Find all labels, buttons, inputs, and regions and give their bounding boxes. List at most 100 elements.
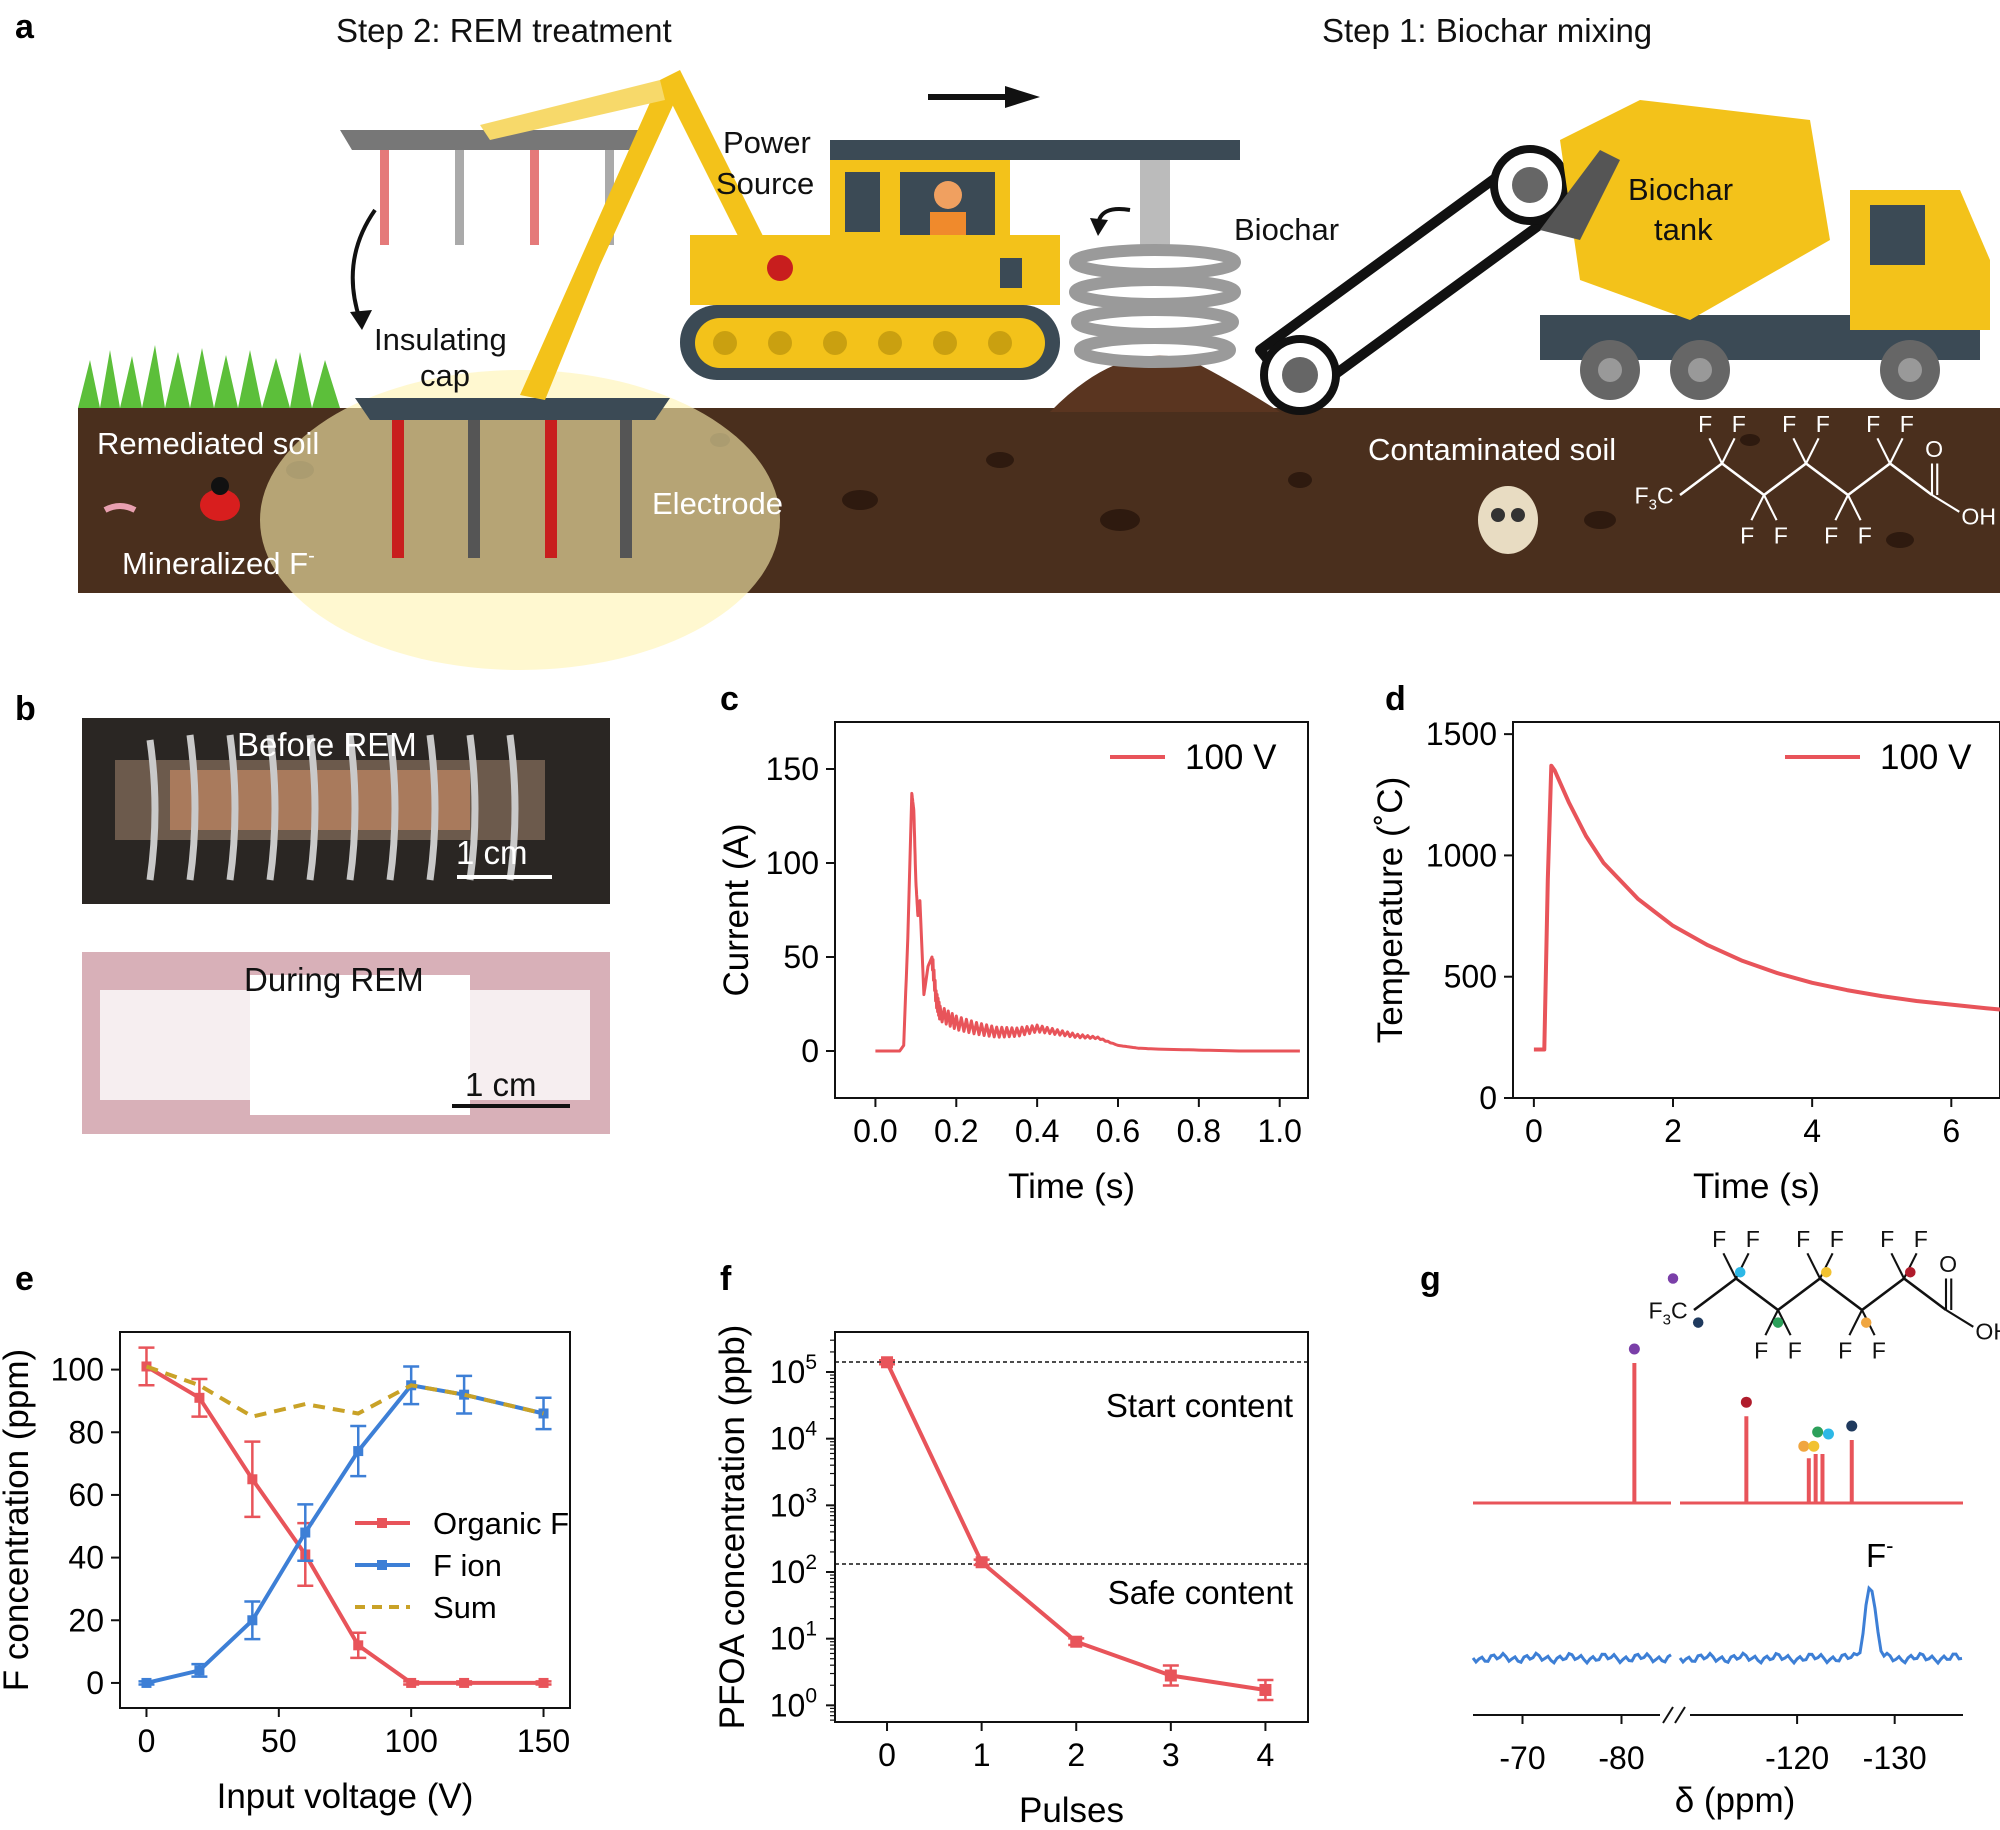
molecule-dot: [1667, 1273, 1679, 1284]
molecule-dot: [1692, 1317, 1704, 1328]
x-tick-label: 4: [1257, 1737, 1275, 1773]
x-axis-label: δ (ppm): [1675, 1781, 1796, 1820]
molecule-o: O: [1925, 436, 1943, 462]
grass: [78, 345, 340, 408]
legend-label-100v: 100 V: [1880, 738, 1972, 777]
axis-break: [1662, 1706, 1674, 1724]
x-tick-label: 3: [1162, 1737, 1180, 1773]
y-tick-label: 0: [801, 1033, 819, 1069]
molecule-f: F: [1782, 411, 1796, 437]
y-tick-label: 500: [1444, 959, 1497, 995]
molecule-bond: [1847, 494, 1862, 521]
x-tick-label: 0.8: [1177, 1113, 1221, 1149]
molecule-dot: [1734, 1266, 1746, 1278]
data-point: [141, 1677, 152, 1688]
peak-dot: [1822, 1428, 1834, 1440]
molecule-dot: [1772, 1317, 1784, 1328]
electrode-3: [545, 420, 557, 558]
x-tick-label: 0: [878, 1737, 896, 1773]
y-tick-label: 100: [51, 1352, 104, 1388]
x-tick-label: 100: [384, 1723, 437, 1759]
skull-icon: [1478, 486, 1538, 554]
data-point: [353, 1446, 364, 1457]
molecule-f: F: [1880, 1226, 1894, 1252]
soil-mound: [1050, 355, 1280, 412]
x-tick-label: 0.4: [1015, 1113, 1059, 1149]
molecule-f: F: [1712, 1226, 1726, 1252]
step1-label: Step 1: Biochar mixing: [1322, 12, 1652, 49]
panel-letter-g: g: [1420, 1260, 1441, 1298]
y-tick-label: 20: [68, 1602, 104, 1638]
x-tick-label: 0.0: [853, 1113, 897, 1149]
data-point: [459, 1389, 470, 1400]
x-tick-label: 2: [1067, 1737, 1085, 1773]
y-tick-label: 100: [766, 845, 819, 881]
biochar-tank: [1560, 100, 1830, 320]
mineralized-f-label: Mineralized F-: [122, 545, 315, 581]
chart-f-concentration: 0 50 100 150 0 20 40 60 80 100 Input voltage (V) F …: [0, 1331, 571, 1816]
x-tick-label: 2: [1664, 1113, 1682, 1149]
insulating-cap-line1: Insulating: [374, 322, 507, 357]
molecule-oh: OH: [1975, 1318, 2000, 1344]
panel-letter-a: a: [15, 8, 35, 46]
molecule-oh: OH: [1961, 503, 1996, 529]
molecule-f: F: [1858, 522, 1872, 548]
molecule-f: F: [1746, 1226, 1760, 1252]
plot-frame: [1512, 721, 2000, 1099]
scale-bottom-label: 1 cm: [465, 1066, 537, 1103]
molecule-bond: [1848, 1309, 1863, 1336]
biochar-tank-line1: Biochar: [1628, 172, 1733, 207]
molecule-f: F: [1698, 411, 1712, 437]
scale-bar-top: [457, 875, 552, 879]
panel-letter-b: b: [15, 690, 36, 728]
panel-f: f 0 1 2 3 4 100 101 102 103 104 105 Pulses PFOA conc…: [713, 1260, 1309, 1830]
insulating-cap: [355, 398, 670, 420]
molecule-bond: [1806, 1252, 1821, 1279]
molecule-f: F: [1900, 411, 1914, 437]
y-tick-label: 80: [68, 1414, 104, 1450]
power-source-line1: Power: [723, 125, 811, 160]
panel-letter-d: d: [1385, 680, 1406, 718]
during-rem-label: During REM: [244, 961, 424, 998]
tractor-roof: [830, 140, 1240, 160]
x-tick-label: -130: [1863, 1740, 1927, 1776]
x-axis-label: Input voltage (V): [217, 1777, 474, 1816]
plot-frame: [119, 1331, 571, 1709]
y-tick-label: 105: [770, 1351, 817, 1390]
y-axis-label: Current (A): [717, 823, 756, 996]
molecule-f: F: [1914, 1226, 1928, 1252]
data-point: [1070, 1635, 1083, 1648]
contaminated-soil-label: Contaminated soil: [1368, 432, 1616, 467]
electrode-2: [468, 420, 480, 558]
y-tick-label: 1000: [1426, 837, 1497, 873]
molecule-f: F: [1872, 1337, 1886, 1363]
chart-pfoa: 0 1 2 3 4 100 101 102 103 104 105 Pulses PFOA concen…: [713, 1325, 1309, 1830]
molecule-f: F: [1838, 1337, 1852, 1363]
panel-a: a: [15, 8, 2000, 670]
peak-dot: [1812, 1426, 1824, 1438]
x-tick-label: 0: [138, 1723, 156, 1759]
molecule-f: F: [1788, 1337, 1802, 1363]
peak-dot: [1846, 1420, 1858, 1432]
operator: [934, 181, 962, 209]
data-point: [1259, 1683, 1272, 1696]
legend-label-organic-f: Organic F: [433, 1506, 569, 1541]
peak-dot: [1808, 1440, 1820, 1452]
data-point: [975, 1556, 988, 1569]
molecule-f: F: [1740, 522, 1754, 548]
molecule-f: F: [1732, 411, 1746, 437]
peak-dot: [1740, 1396, 1752, 1408]
y-tick-label: 150: [766, 751, 819, 787]
molecule-bond: [1722, 1252, 1737, 1279]
molecule-bond: [1834, 494, 1849, 521]
scale-bar-bottom: [452, 1104, 570, 1108]
plot-frame: [834, 721, 1309, 1099]
data-point: [538, 1677, 549, 1688]
worm: [103, 503, 137, 513]
molecule-dot: [1860, 1317, 1872, 1328]
coil-before: [146, 734, 519, 881]
x-tick-label: -120: [1765, 1740, 1829, 1776]
molecule-bond: [1876, 437, 1891, 464]
safe-content-label: Safe content: [1108, 1574, 1293, 1611]
move-arrow: [928, 94, 1008, 100]
